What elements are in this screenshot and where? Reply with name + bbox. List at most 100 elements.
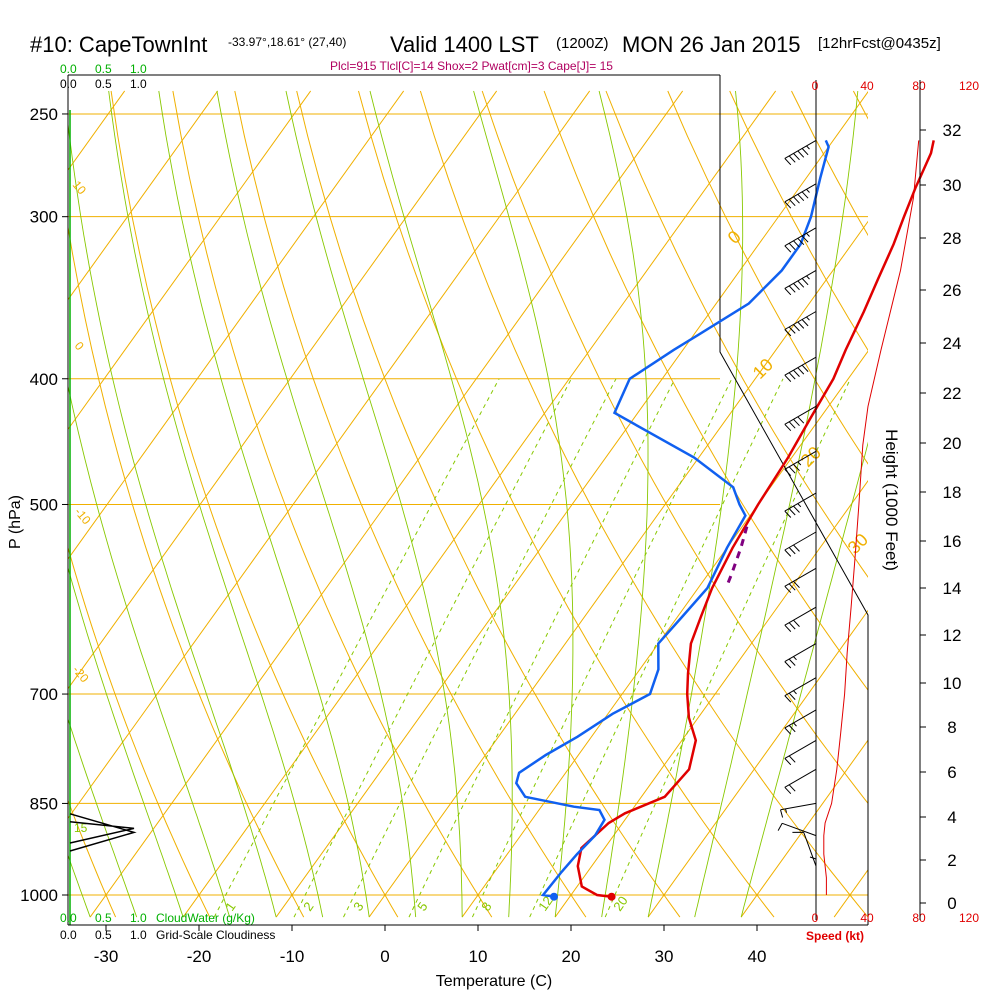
moist-adiabat-line <box>68 120 277 918</box>
y-axis-title: P (hPa) <box>7 495 24 549</box>
temperature-series-line <box>576 140 935 898</box>
moist-adiabat-label: 10 <box>70 178 90 197</box>
moist-adiabat-line <box>158 90 370 918</box>
pressure-tick-label: 1000 <box>20 886 58 905</box>
wind-barb <box>784 227 817 253</box>
height-tick-label: 6 <box>947 763 956 782</box>
valid-zulu: (1200Z) <box>556 35 609 52</box>
height-tick-label: 28 <box>943 229 962 248</box>
top-cloudiness-tick: 1.0 <box>130 77 147 91</box>
dry-adiabat-label: 20 <box>797 443 825 471</box>
speed-tick-top: 40 <box>860 79 874 93</box>
wind-barb <box>784 492 817 518</box>
speed-tick-top: 120 <box>959 79 979 93</box>
station-title: #10: CapeTownInt <box>30 32 207 57</box>
wind-barb <box>784 768 817 795</box>
height-axis-title: Height (1000 Feet) <box>882 429 901 571</box>
speed-tick-top: 0 <box>812 79 819 93</box>
dry-adiabat-line <box>68 545 211 918</box>
moist-adiabat-line <box>68 566 184 918</box>
wind-barb <box>780 802 817 818</box>
station-coords: -33.97°,18.61° (27,40) <box>228 35 346 49</box>
isotherm-line <box>68 90 498 690</box>
moist-adiabat-line <box>598 90 649 918</box>
speed-tick-bottom: 120 <box>959 911 979 925</box>
moist-adiabat-line <box>740 441 868 918</box>
isotherm-line <box>368 220 868 918</box>
isotherm-line <box>927 91 1000 917</box>
sounding-series <box>514 139 935 901</box>
wind-barb <box>784 269 817 296</box>
top-cloudiness-tick: 0.0 <box>60 77 77 91</box>
height-tick-label: 14 <box>943 579 962 598</box>
mixing-ratio-label: 3 <box>350 899 366 914</box>
dry-adiabat-line <box>172 90 493 918</box>
parcel-params: Plcl=915 Tlcl[C]=14 Shox=2 Pwat[cm]=3 Ca… <box>330 59 613 73</box>
temperature-tick-label: -20 <box>187 947 212 966</box>
top-cloudwater-tick: 0.0 <box>60 62 77 76</box>
wind-barb <box>784 450 817 477</box>
wind-barb <box>777 822 817 837</box>
valid-date: MON 26 Jan 2015 <box>622 32 801 57</box>
plot-boundary <box>68 74 869 926</box>
title-row: #10: CapeTownInt -33.97°,18.61° (27,40) … <box>30 32 941 73</box>
mixing-ratio-label: 20 <box>610 893 631 913</box>
bottom-cloudiness-label: Grid-Scale Cloudiness <box>156 928 275 942</box>
bottom-cloudwater-tick: 1.0 <box>130 911 147 925</box>
wind-barb <box>792 831 817 867</box>
moist-adiabat-label: 0 <box>72 339 87 353</box>
height-tick-label: 24 <box>943 334 962 353</box>
dry-adiabat-label: 10 <box>749 355 777 383</box>
pressure-tick-label: 850 <box>30 794 58 813</box>
dewpoint-surface-point <box>550 892 558 901</box>
top-cloudiness-tick: 0.5 <box>95 77 112 91</box>
cloud-water-bar <box>69 813 137 852</box>
x-axis-title: Temperature (C) <box>436 973 552 990</box>
wind-barb <box>784 709 817 735</box>
moist-adiabat-line <box>285 90 463 918</box>
isotherm-line <box>182 90 777 918</box>
wind-speed-line <box>823 140 920 895</box>
dry-adiabat-line <box>68 224 305 918</box>
height-tick-label: 30 <box>943 176 962 195</box>
isotherm-line <box>740 739 868 918</box>
pressure-tick-label: 500 <box>30 495 58 514</box>
dry-adiabat-line <box>481 90 868 805</box>
isotherm-line <box>68 90 405 560</box>
dry-adiabat-line <box>729 90 868 352</box>
wind-barb <box>784 405 817 432</box>
isotherm-line <box>647 609 868 918</box>
wind-barb <box>784 356 817 382</box>
pressure-tick-label: 700 <box>30 685 58 704</box>
mixing-ratio-line <box>604 378 851 918</box>
dry-adiabat-line <box>110 90 399 918</box>
temperature-tick-label: -10 <box>280 947 305 966</box>
isotherm-line <box>68 90 219 301</box>
pressure-tick-label: 250 <box>30 105 58 124</box>
cloud-bar-shape <box>69 813 137 852</box>
dry-adiabat-line <box>667 90 868 465</box>
dry-adiabat-line <box>543 90 868 691</box>
height-tick-label: 4 <box>947 808 956 827</box>
mixing-ratio-label: 5 <box>414 899 430 914</box>
wind-barb <box>784 139 817 166</box>
temperature-tick-label: 20 <box>562 947 581 966</box>
speed-axis-label: Speed (kt) <box>806 929 864 943</box>
isotherm-line <box>89 90 684 918</box>
moist-adiabat-label: -10 <box>72 505 94 528</box>
moist-adiabat-line <box>694 90 859 918</box>
isotherm-line <box>68 90 591 820</box>
mixing-ratio-line <box>343 378 617 918</box>
temperature-tick-label: 0 <box>380 947 389 966</box>
height-tick-label: 8 <box>947 718 956 737</box>
dewpoint-series-line <box>514 139 830 898</box>
mixing-ratio-line <box>529 378 784 918</box>
mixing-ratio-line <box>213 378 500 918</box>
wind-barb <box>784 643 817 669</box>
bottom-cloudiness-tick: 0.5 <box>95 928 112 942</box>
height-tick-label: 16 <box>943 532 962 551</box>
moist-adiabat-line <box>369 90 513 918</box>
